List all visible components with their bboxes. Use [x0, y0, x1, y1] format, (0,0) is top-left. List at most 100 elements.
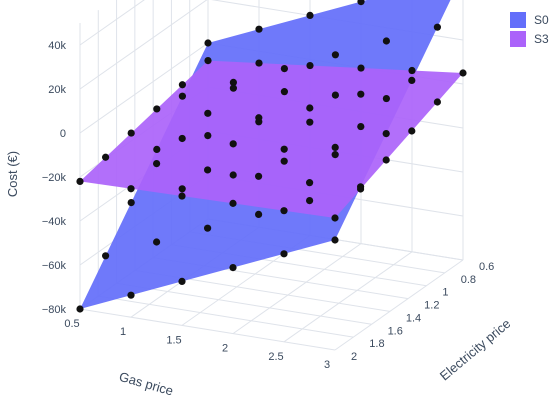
- surface-point: [331, 214, 339, 222]
- surface-point: [153, 145, 161, 153]
- surface-point: [280, 88, 288, 96]
- surface-point: [127, 129, 135, 137]
- y-tick-label: 1.2: [424, 300, 439, 312]
- surface-point: [280, 65, 288, 73]
- legend-item-s0[interactable]: S0: [510, 12, 549, 28]
- surface-point: [204, 224, 212, 232]
- x-tick-label: 0.5: [64, 318, 79, 330]
- z-axis-title: Cost (€): [5, 151, 20, 197]
- surface-point: [306, 197, 314, 205]
- surface-point: [357, 64, 365, 72]
- surface-point: [382, 156, 390, 164]
- y-tick-label: 1: [442, 287, 448, 299]
- surface-point: [255, 59, 263, 67]
- legend-swatch-s0: [510, 12, 526, 28]
- surface-point: [357, 90, 365, 98]
- x-tick-label: 1: [120, 326, 126, 338]
- surface-point: [433, 98, 441, 106]
- surface-point: [306, 11, 314, 19]
- surface-point: [255, 210, 263, 218]
- surface-point: [229, 171, 237, 179]
- grid-line: [79, 42, 209, 134]
- legend-label-s3: S3: [534, 32, 549, 46]
- grid-line: [283, 251, 413, 343]
- surface-point: [357, 185, 365, 193]
- x-tick-label: 1.5: [166, 334, 181, 346]
- surface-point: [229, 84, 237, 92]
- surface-point: [153, 238, 161, 246]
- surface-point: [408, 76, 416, 84]
- surface-point: [229, 140, 237, 148]
- surface-point: [306, 118, 314, 126]
- grid-line: [79, 0, 208, 90]
- surface-point: [178, 81, 186, 89]
- y-axis-title: Electricity price: [437, 316, 514, 384]
- surfaces: [80, 0, 463, 309]
- grid-line: [79, 0, 145, 46]
- surface-point: [153, 105, 161, 113]
- surface-point: [382, 37, 390, 45]
- surface-point: [459, 69, 467, 77]
- y-tick-label: 1.8: [369, 338, 384, 350]
- surface-point: [255, 114, 263, 122]
- surface-points: [76, 0, 467, 313]
- surface-point: [433, 23, 441, 31]
- x-axis-title: Gas price: [117, 369, 175, 399]
- surface-point: [102, 153, 110, 161]
- surface-point: [204, 132, 212, 140]
- surface-point: [255, 25, 263, 33]
- surface-point: [204, 109, 212, 117]
- surface-point: [280, 250, 288, 258]
- surface-point: [127, 199, 135, 207]
- surface-point: [178, 192, 186, 200]
- grid-line: [79, 308, 336, 351]
- surface-point: [255, 172, 263, 180]
- surface-point: [204, 166, 212, 174]
- grid-line: [334, 259, 464, 351]
- legend-swatch-s3: [510, 31, 526, 47]
- y-tick-label: 1.6: [388, 325, 403, 337]
- surface-point: [153, 159, 161, 168]
- surface-s3: [80, 60, 463, 218]
- legend-item-s3[interactable]: S3: [510, 31, 549, 47]
- z-tick-label: 20k: [48, 84, 66, 96]
- surface-point: [127, 185, 135, 193]
- surface-point: [76, 177, 84, 185]
- surface-point: [229, 78, 237, 86]
- surface-point: [280, 207, 288, 215]
- surface-point: [178, 277, 186, 285]
- surface-point: [331, 51, 339, 59]
- surface-point: [331, 91, 339, 99]
- surface-point: [306, 104, 314, 112]
- surface-point: [306, 61, 314, 70]
- z-tick-label: 40k: [48, 40, 66, 52]
- z-tick-label: −80k: [42, 304, 67, 316]
- z-tick-label: −20k: [42, 172, 67, 184]
- legend-label-s0: S0: [534, 13, 549, 27]
- surface-point: [127, 291, 135, 299]
- z-tick-label: 0: [60, 128, 66, 140]
- x-tick-label: 2: [222, 343, 228, 355]
- z-tick-label: −60k: [42, 260, 67, 272]
- y-tick-label: 0.6: [479, 261, 494, 273]
- surface-point: [357, 0, 365, 6]
- surface-point: [76, 305, 84, 313]
- surface-point: [280, 145, 288, 153]
- surface-point: [382, 94, 390, 103]
- y-tick-label: 1.4: [406, 312, 421, 324]
- grid-line: [232, 243, 362, 335]
- surface-point: [382, 130, 390, 138]
- legend: S0 S3: [510, 12, 549, 47]
- surface-point: [408, 127, 416, 135]
- grid-line: [116, 282, 372, 325]
- surface-point: [204, 57, 212, 65]
- surface-point: [331, 143, 339, 151]
- surface-point: [357, 122, 365, 131]
- surface-point: [229, 264, 237, 272]
- surface-point: [178, 92, 186, 100]
- surface-point: [204, 39, 212, 47]
- surface-point: [331, 151, 339, 159]
- surface-point: [408, 66, 416, 75]
- surface-point: [280, 157, 288, 165]
